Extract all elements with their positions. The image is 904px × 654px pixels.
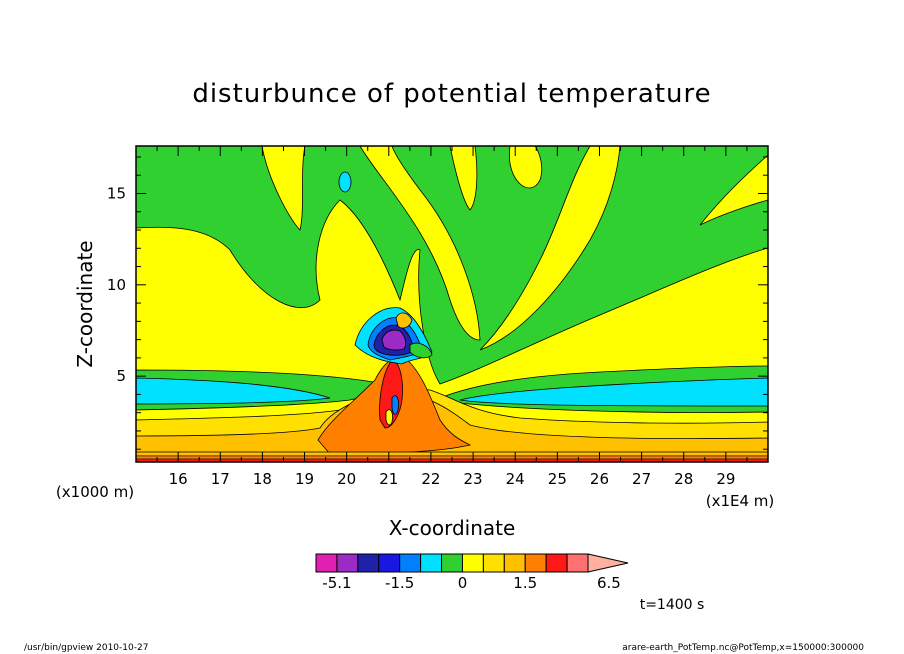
- colorbar-tick-label: 1.5: [513, 574, 537, 592]
- colorbar-segment: [566, 553, 589, 573]
- colorbar: [315, 553, 629, 573]
- x-tick-label: 21: [379, 470, 398, 488]
- yellow-tongue-1: [261, 146, 306, 231]
- x-tick-label: 25: [548, 470, 567, 488]
- cyan-band: [136, 377, 331, 405]
- x-axis-unit: (x1E4 m): [706, 492, 775, 510]
- chart-title: disturbunce of potential temperature: [192, 79, 711, 109]
- x-tick-label: 23: [464, 470, 483, 488]
- x-tick-label: 17: [211, 470, 230, 488]
- yellow-tongue-5: [479, 146, 621, 351]
- colorbar-segment: [336, 553, 359, 573]
- colorbar-labels: -5.1 -1.5 0 1.5 6.5: [322, 574, 621, 592]
- yellow-tongue-3: [449, 146, 478, 211]
- x-axis-label: X-coordinate: [389, 516, 516, 540]
- colorbar-segment: [545, 553, 568, 573]
- x-tick-label: 28: [674, 470, 693, 488]
- blue-streak: [391, 395, 399, 415]
- footer-left: /usr/bin/gpview 2010-10-27: [24, 643, 148, 653]
- colorbar-tick-label: 6.5: [597, 574, 621, 592]
- x-tick-label: 29: [716, 470, 735, 488]
- colorbar-segment: [399, 553, 422, 573]
- colorbar-segment: [461, 553, 484, 573]
- orange-cap: [395, 312, 413, 329]
- y-axis-label: Z-coordinate: [73, 240, 97, 367]
- colorbar-tick-label: -1.5: [385, 574, 414, 592]
- colorbar-tick-label: 0: [458, 574, 468, 592]
- x-tick-label: 16: [169, 470, 188, 488]
- colorbar-segment: [315, 553, 338, 573]
- x-tick-label: 22: [421, 470, 440, 488]
- colorbar-arrow: [587, 553, 629, 573]
- y-tick-label: 5: [116, 367, 126, 385]
- x-tick-label: 19: [295, 470, 314, 488]
- yellow-tongue-2: [359, 146, 481, 341]
- colorbar-segment: [378, 553, 401, 573]
- y-tick-label: 15: [107, 184, 126, 202]
- y-tick-label: 10: [107, 276, 126, 294]
- cyan-band-right: [459, 377, 768, 407]
- x-axis-ticks: 16 17 18 19 20 21 22 23 24 25 26 27 28 29: [135, 146, 769, 488]
- purple-updraft: [381, 329, 407, 351]
- yellow-streak: [385, 409, 393, 426]
- footer-right: arare-earth_PotTemp.nc@PotTemp,x=150000:…: [622, 643, 864, 653]
- colorbar-segment: [357, 553, 380, 573]
- colorbar-tick-label: -5.1: [322, 574, 351, 592]
- contour-field: [136, 146, 768, 462]
- colorbar-segment: [482, 553, 505, 573]
- cyan-blob-top: [338, 171, 352, 193]
- yellow-tongue-4: [508, 146, 543, 189]
- yellow-tongue-6: [699, 154, 768, 226]
- green-notch: [409, 342, 433, 359]
- x-tick-label: 18: [253, 470, 272, 488]
- colorbar-segment: [524, 553, 547, 573]
- colorbar-segment: [441, 553, 463, 573]
- y-axis-ticks: 5 10 15: [107, 156, 768, 450]
- x-tick-label: 20: [337, 470, 356, 488]
- bottom-stripes-light: [136, 451, 768, 457]
- x-tick-label: 24: [506, 470, 525, 488]
- time-annotation: t=1400 s: [640, 597, 705, 613]
- x-tick-label: 26: [590, 470, 609, 488]
- x-tick-label: 27: [632, 470, 651, 488]
- colorbar-segment: [420, 553, 443, 573]
- colorbar-segment: [503, 553, 526, 573]
- y-axis-unit: (x1000 m): [56, 483, 134, 501]
